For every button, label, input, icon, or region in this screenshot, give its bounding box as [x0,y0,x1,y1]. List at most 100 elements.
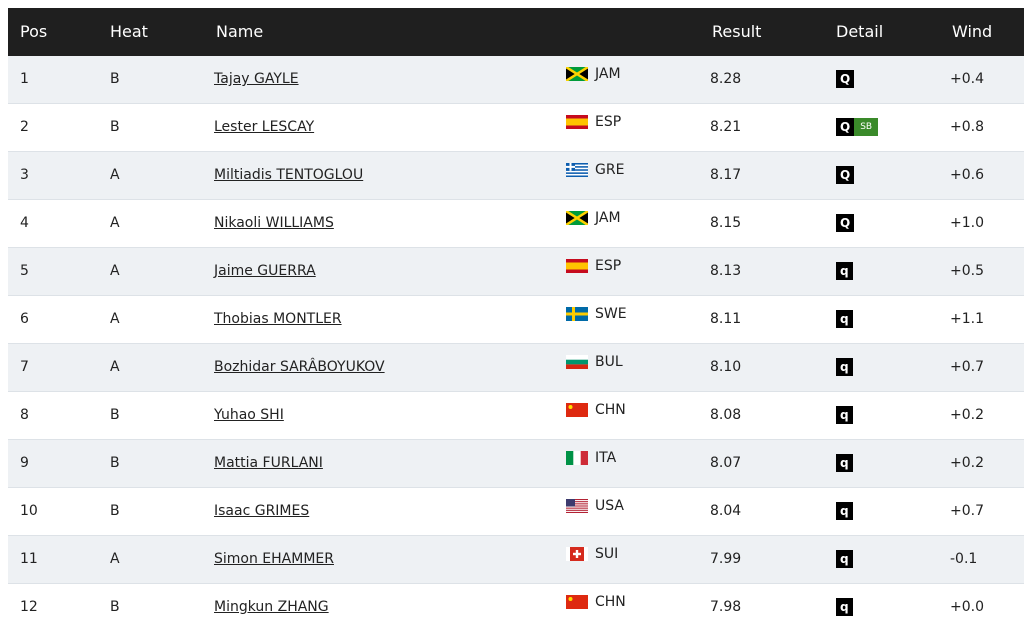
table-row: 2 B Lester LESCAY ESP 8.21 Q SB +0.8 [8,104,1024,152]
pos: 7 [20,359,29,375]
detail: q [836,584,853,630]
qualifier-badge: q [836,454,853,472]
country: SWE [595,306,627,322]
pos: 3 [20,167,29,183]
pos: 9 [20,455,29,471]
table-header [8,8,1024,56]
table-row: 8 B Yuhao SHI CHN 8.08 q +0.2 [8,392,1024,440]
qualifier-badge: Q [836,166,855,184]
country: SUI [595,546,619,562]
athlete-name[interactable]: Bozhidar SARÂBOYUKOV [214,359,385,375]
flag [566,594,588,613]
name-cell: Nikaoli WILLIAMS [214,200,334,247]
athlete-name[interactable]: Nikaoli WILLIAMS [214,215,334,231]
heat: A [110,359,120,375]
heat: B [110,599,120,615]
athlete-name[interactable]: Yuhao SHI [214,407,284,423]
table-row: 1 B Tajay GAYLE JAM 8.28 Q +0.4 [8,56,1024,104]
qualifier-badge: q [836,550,853,568]
country: ESP [595,114,622,130]
country: GRE [595,162,625,178]
athlete-name[interactable]: Mingkun ZHANG [214,599,329,615]
pos: 11 [20,551,38,567]
athlete-name[interactable]: Miltiadis TENTOGLOU [214,167,364,183]
detail: q [836,296,853,343]
pos: 12 [20,599,38,615]
flag [566,546,588,565]
pos: 10 [20,503,38,519]
heat: A [110,215,120,231]
detail: q [836,392,853,439]
header-result: Result [712,22,762,41]
table-row: 12 B Mingkun ZHANG CHN 7.98 q +0.0 [8,584,1024,630]
pos: 2 [20,119,29,135]
wind: +1.0 [950,215,984,231]
flag [566,354,588,373]
flag [566,402,588,421]
result: 8.04 [710,503,742,519]
detail: q [836,488,853,535]
flag [566,114,588,133]
result: 8.17 [710,167,742,183]
sb-badge: SB [854,118,879,136]
qualifier-badge: q [836,502,853,520]
qualifier-badge: q [836,358,853,376]
country: ITA [595,450,617,466]
heat: B [110,503,120,519]
flag [566,306,588,325]
name-cell: Tajay GAYLE [214,56,299,103]
header-wind: Wind [952,22,993,41]
wind: +0.8 [950,119,984,135]
table-row: 4 A Nikaoli WILLIAMS JAM 8.15 Q +1.0 [8,200,1024,248]
result: 8.28 [710,71,742,87]
athlete-name[interactable]: Thobias MONTLER [214,311,342,327]
detail: q [836,440,853,487]
pos: 4 [20,215,29,231]
detail: q [836,344,853,391]
heat: A [110,167,120,183]
athlete-name[interactable]: Isaac GRIMES [214,503,310,519]
table-row: 3 A Miltiadis TENTOGLOU GRE 8.17 Q +0.6 [8,152,1024,200]
athlete-name[interactable]: Jaime GUERRA [214,263,316,279]
athlete-name[interactable]: Lester LESCAY [214,119,315,135]
country: USA [595,498,624,514]
pos: 5 [20,263,29,279]
table-row: 5 A Jaime GUERRA ESP 8.13 q +0.5 [8,248,1024,296]
table-row: 11 A Simon EHAMMER SUI 7.99 q -0.1 [8,536,1024,584]
heat: A [110,311,120,327]
name-cell: Simon EHAMMER [214,536,334,583]
name-cell: Mattia FURLANI [214,440,323,487]
athlete-name[interactable]: Tajay GAYLE [214,71,299,87]
qualifier-badge: Q [836,214,855,232]
result: 8.21 [710,119,742,135]
flag [565,65,589,85]
heat: B [110,407,120,423]
result: 7.98 [710,599,742,615]
table-row: 10 B Isaac GRIMES USA 8.04 q +0.7 [8,488,1024,536]
name-cell: Thobias MONTLER [214,296,342,343]
country: JAM [595,66,621,82]
wind: +0.5 [950,263,984,279]
heat: B [110,455,120,471]
name-cell: Jaime GUERRA [214,248,316,295]
name-cell: Isaac GRIMES [214,488,309,535]
flag [566,258,588,277]
wind: +0.7 [950,359,984,375]
qualifier-badge: q [836,406,853,424]
table-row: 7 A Bozhidar SARÂBOYUKOV BUL 8.10 q +0.7 [8,344,1024,392]
pos: 8 [20,407,29,423]
detail: q [836,248,853,295]
header-pos: Pos [20,22,48,41]
athlete-name[interactable]: Mattia FURLANI [214,455,323,471]
table-row: 9 B Mattia FURLANI ITA 8.07 q +0.2 [8,440,1024,488]
qualifier-badge: q [836,598,853,616]
name-cell: Bozhidar SARÂBOYUKOV [214,344,385,391]
name-cell: Yuhao SHI [214,392,284,439]
flag [566,162,588,181]
country: JAM [595,210,621,226]
flag [565,209,589,229]
athlete-name[interactable]: Simon EHAMMER [214,551,334,567]
header-name: Name [216,22,264,41]
qualifier-badge: q [836,262,853,280]
